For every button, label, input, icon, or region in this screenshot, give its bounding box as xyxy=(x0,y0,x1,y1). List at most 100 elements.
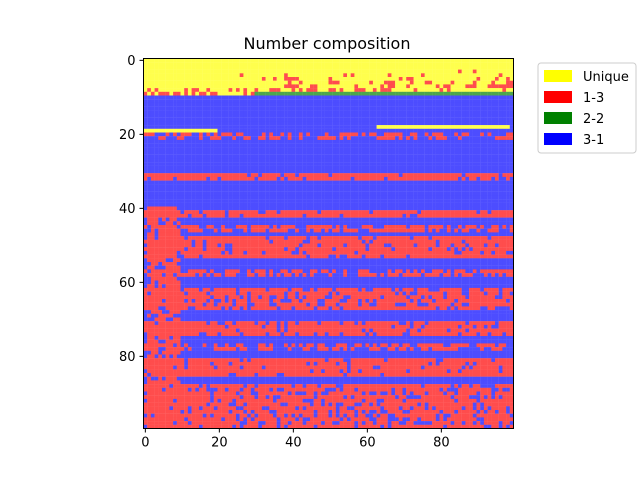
heatmap-cell xyxy=(332,184,337,189)
heatmap-cell xyxy=(421,114,425,118)
heatmap-cell xyxy=(372,228,377,233)
heatmap-cell xyxy=(372,158,377,163)
heatmap-cell xyxy=(165,62,170,67)
heatmap-cell xyxy=(250,162,255,166)
heatmap-cell xyxy=(224,217,229,222)
heatmap-cell xyxy=(180,206,185,211)
heatmap-cell xyxy=(195,147,200,152)
heatmap-cell xyxy=(439,184,444,189)
heatmap-cell xyxy=(143,202,148,207)
heatmap-cell xyxy=(269,110,274,115)
heatmap-cell xyxy=(435,58,440,63)
heatmap-cell xyxy=(306,225,311,229)
heatmap-cell xyxy=(298,143,303,148)
heatmap-cell xyxy=(250,139,255,144)
heatmap-cell xyxy=(472,80,477,85)
heatmap-cell xyxy=(232,169,237,174)
heatmap-cell xyxy=(458,125,462,129)
heatmap-cell xyxy=(495,88,499,92)
heatmap-cell xyxy=(162,147,166,152)
heatmap-cell xyxy=(413,239,418,244)
heatmap-cell xyxy=(387,110,392,115)
heatmap-cell xyxy=(509,84,514,89)
heatmap-cell xyxy=(376,217,381,222)
heatmap-cell xyxy=(339,151,344,155)
heatmap-cell xyxy=(446,58,451,63)
heatmap-cell xyxy=(358,132,362,137)
heatmap-cell xyxy=(199,188,203,192)
heatmap-cell xyxy=(239,95,244,100)
heatmap-cell xyxy=(302,199,307,203)
heatmap-cell xyxy=(347,102,351,107)
heatmap-cell xyxy=(184,88,189,92)
heatmap-cell xyxy=(258,99,263,104)
heatmap-cell xyxy=(354,80,359,85)
heatmap-cell xyxy=(509,147,514,152)
heatmap-cell xyxy=(195,180,200,185)
heatmap-cell xyxy=(284,228,288,233)
heatmap-cell xyxy=(276,188,281,192)
heatmap-cell xyxy=(217,195,222,200)
heatmap-cell xyxy=(332,176,337,181)
heatmap-cell xyxy=(376,136,381,141)
heatmap-cell xyxy=(239,84,244,89)
heatmap-cell xyxy=(258,236,263,240)
heatmap-cell xyxy=(446,84,451,89)
heatmap-cell xyxy=(402,176,407,181)
heatmap-cell xyxy=(150,84,155,89)
heatmap-cell xyxy=(391,180,396,185)
heatmap-cell xyxy=(210,210,214,215)
heatmap-cell xyxy=(243,147,248,152)
heatmap-cell xyxy=(443,147,448,152)
heatmap-cell xyxy=(154,228,159,233)
heatmap-cell xyxy=(398,143,403,148)
heatmap-cell xyxy=(206,199,211,203)
heatmap-cell xyxy=(210,221,214,226)
heatmap-cell xyxy=(169,165,174,170)
heatmap-cell xyxy=(162,128,166,133)
heatmap-cell xyxy=(380,91,385,96)
heatmap-cell xyxy=(269,114,274,118)
heatmap-cell xyxy=(502,125,507,129)
heatmap-cell xyxy=(317,195,322,200)
heatmap-cell xyxy=(469,154,473,159)
heatmap-cell xyxy=(317,128,322,133)
heatmap-cell xyxy=(483,128,488,133)
heatmap-cell xyxy=(435,88,440,92)
heatmap-cell xyxy=(491,225,496,229)
heatmap-cell xyxy=(480,91,485,96)
heatmap-cell xyxy=(224,84,229,89)
heatmap-cell xyxy=(143,62,148,67)
heatmap-cell xyxy=(424,228,429,233)
heatmap-cell xyxy=(250,173,255,178)
heatmap-cell xyxy=(261,195,266,200)
heatmap-cell xyxy=(154,77,159,81)
heatmap-cell xyxy=(258,188,263,192)
heatmap-cell xyxy=(239,151,244,155)
heatmap-cell xyxy=(361,147,366,152)
heatmap-cell xyxy=(143,77,148,81)
heatmap-cell xyxy=(495,99,499,104)
heatmap-cell xyxy=(502,225,507,229)
heatmap-cell xyxy=(409,188,414,192)
heatmap-cell xyxy=(291,80,296,85)
heatmap-cell xyxy=(224,139,229,144)
heatmap-cell xyxy=(180,176,185,181)
heatmap-cell xyxy=(358,158,362,163)
heatmap-cell xyxy=(298,158,303,163)
heatmap-cell xyxy=(458,191,462,196)
heatmap-cell xyxy=(221,106,226,111)
heatmap-cell xyxy=(261,73,266,78)
heatmap-cell xyxy=(372,65,377,70)
heatmap-cell xyxy=(191,62,196,67)
heatmap-cell xyxy=(369,80,374,85)
heatmap-cell xyxy=(269,221,274,226)
heatmap-cell xyxy=(398,58,403,63)
heatmap-cell xyxy=(398,147,403,152)
heatmap-cell xyxy=(228,206,233,211)
heatmap-cell xyxy=(350,188,355,192)
heatmap-cell xyxy=(165,154,170,159)
heatmap-cell xyxy=(372,162,377,166)
heatmap-cell xyxy=(328,132,333,137)
heatmap-cell xyxy=(406,88,411,92)
